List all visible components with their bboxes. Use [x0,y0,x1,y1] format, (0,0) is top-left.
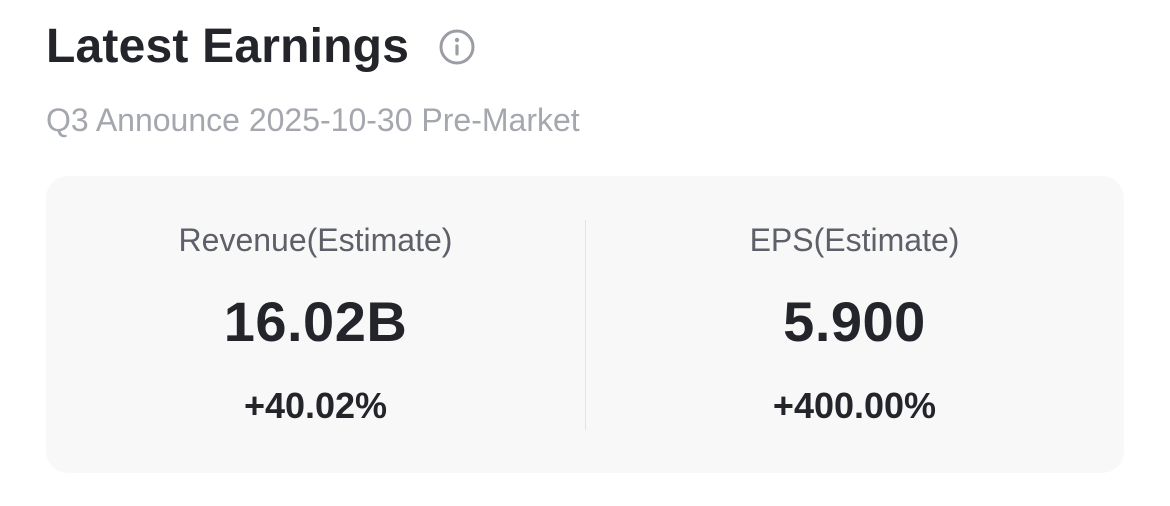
eps-value: 5.900 [783,290,926,353]
revenue-value: 16.02B [223,290,408,353]
announcement-info: Q3 Announce 2025-10-30 Pre-Market [46,102,580,138]
eps-change: +400.00% [772,385,937,426]
header: Latest Earnings [46,14,475,80]
page-title: Latest Earnings [46,20,410,73]
eps-metric: EPS(Estimate) 5.900 +400.00% [585,176,1124,473]
divider [585,220,586,430]
info-icon[interactable] [439,29,475,65]
earnings-card: Revenue(Estimate) 16.02B +40.02% EPS(Est… [46,176,1124,473]
revenue-label: Revenue(Estimate) [178,222,453,258]
revenue-metric: Revenue(Estimate) 16.02B +40.02% [46,176,585,473]
revenue-change: +40.02% [243,385,388,426]
eps-label: EPS(Estimate) [749,222,960,258]
